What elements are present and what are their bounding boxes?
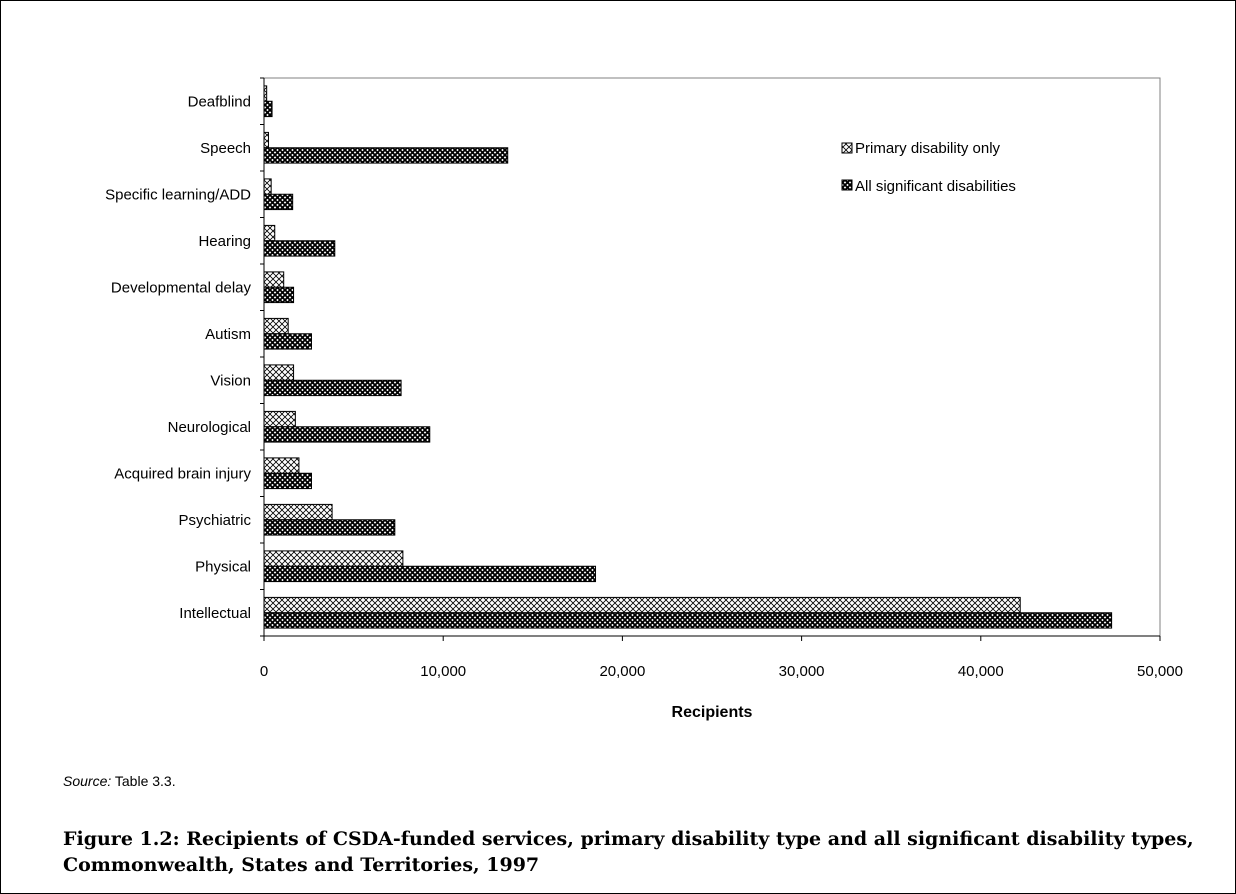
legend-swatch-all <box>841 179 853 191</box>
bar-all-significant <box>263 100 273 118</box>
x-tick-label: 30,000 <box>779 663 825 680</box>
source-note: Source: Table 3.3. <box>63 773 176 789</box>
legend: Primary disability only All significant … <box>841 140 1016 195</box>
category-label: Physical <box>195 558 251 575</box>
category-label: Acquired brain injury <box>114 465 251 482</box>
bar-primary <box>263 178 272 195</box>
x-tick-label: 40,000 <box>958 663 1004 680</box>
legend-label-primary: Primary disability only <box>855 140 1001 157</box>
bar-primary <box>263 550 404 567</box>
bar-all-significant <box>263 426 431 443</box>
bar-primary <box>263 596 1021 614</box>
category-label: Neurological <box>168 419 251 436</box>
x-tick-label: 10,000 <box>420 663 466 680</box>
bar-all-significant <box>263 519 396 536</box>
bar-primary <box>263 503 333 521</box>
bar-all-significant <box>263 286 295 304</box>
category-label: Speech <box>200 140 251 157</box>
legend-swatch-primary <box>841 142 853 154</box>
bar-all-significant <box>263 147 509 164</box>
bars-layer <box>263 85 1113 629</box>
legend-label-all: All significant disabilities <box>855 178 1016 195</box>
bar-all-significant <box>263 565 597 583</box>
bar-all-significant <box>263 472 312 490</box>
bar-primary <box>263 317 289 335</box>
source-text: Table 3.3. <box>111 773 176 789</box>
category-label: Developmental delay <box>111 279 252 296</box>
bar-all-significant <box>263 612 1113 629</box>
category-label: Deafblind <box>188 93 251 110</box>
figure-caption: Figure 1.2: Recipients of CSDA-funded se… <box>63 828 1194 876</box>
category-label: Specific learning/ADD <box>105 186 251 203</box>
source-label: Source: <box>63 773 112 789</box>
category-label: Psychiatric <box>178 512 251 529</box>
bar-primary <box>263 131 269 149</box>
bar-primary <box>263 457 300 474</box>
category-label: Vision <box>210 372 251 389</box>
x-tick-label: 20,000 <box>599 663 645 680</box>
bar-all-significant <box>263 193 294 211</box>
x-tick-label: 50,000 <box>1137 663 1183 680</box>
bar-all-significant <box>263 333 312 350</box>
category-label: Intellectual <box>179 605 251 622</box>
bar-primary <box>263 224 276 242</box>
bar-primary <box>263 271 285 288</box>
x-axis-title: Recipients <box>672 704 753 721</box>
bar-all-significant <box>263 379 402 397</box>
bar-primary <box>263 364 295 381</box>
plot-area <box>263 77 1161 637</box>
bar-primary <box>263 410 296 428</box>
x-tick-label: 0 <box>260 663 268 680</box>
category-label: Autism <box>205 326 251 343</box>
bar-all-significant <box>263 240 336 257</box>
axis-layer: Deafblind Speech Specific learning/ADD Hear… <box>105 77 1183 680</box>
category-label: Hearing <box>198 233 251 250</box>
